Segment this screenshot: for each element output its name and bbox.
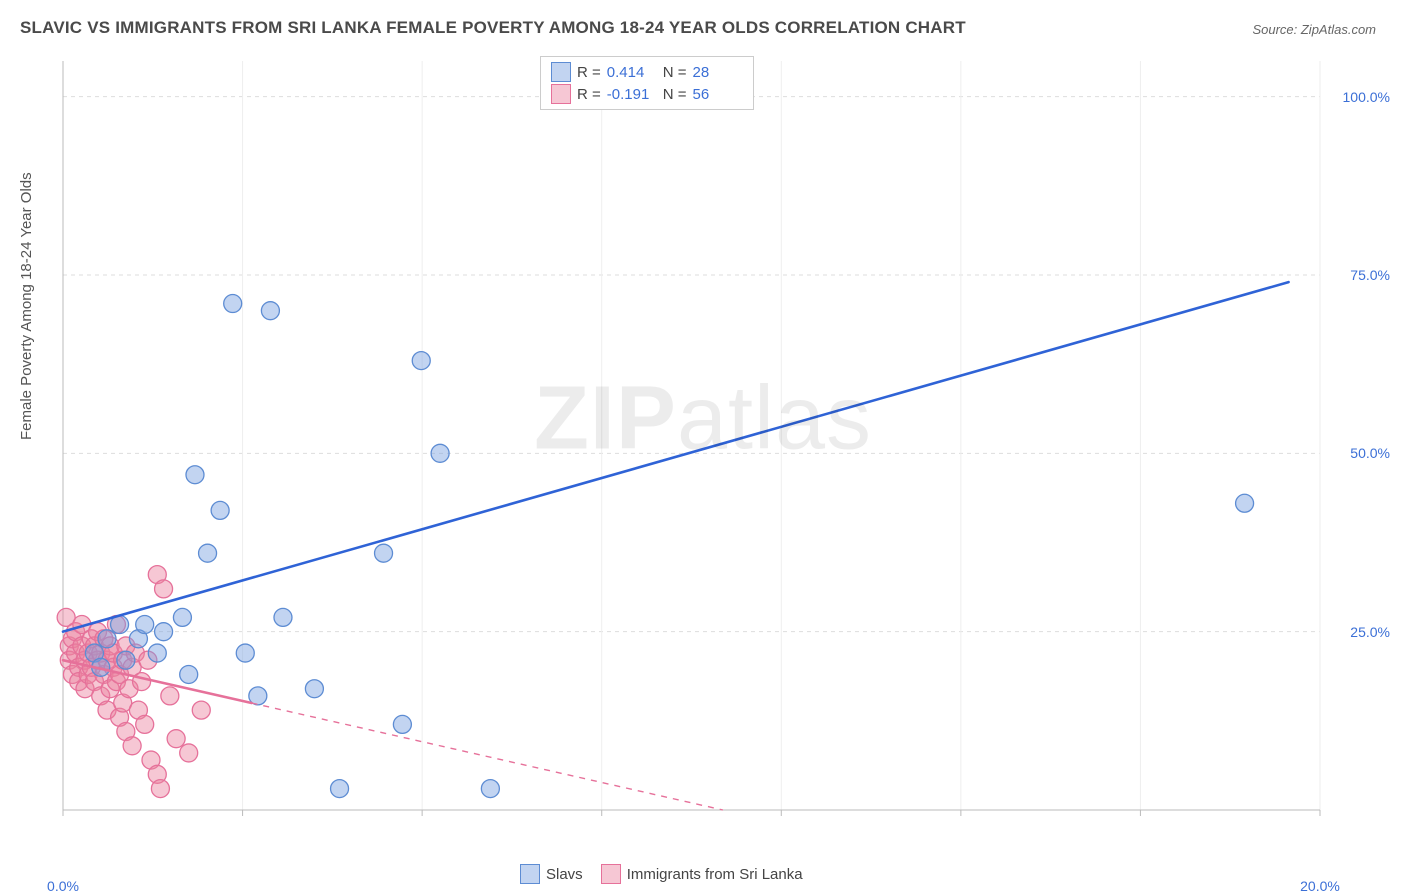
y-tick-label: 100.0%: [1343, 89, 1390, 105]
r-label: R =: [577, 64, 601, 81]
r-label: R =: [577, 86, 601, 103]
n-label: N =: [663, 64, 687, 81]
r-value-slavs: 0.414: [607, 64, 657, 81]
y-axis-label: Female Poverty Among 18-24 Year Olds: [18, 172, 35, 440]
legend-swatch-srilanka: [551, 84, 571, 104]
legend-label: Slavs: [546, 866, 583, 883]
r-value-srilanka: -0.191: [607, 86, 657, 103]
n-value-srilanka: 56: [693, 86, 743, 103]
legend-swatch-icon: [601, 864, 621, 884]
legend-label: Immigrants from Sri Lanka: [627, 866, 803, 883]
source-label: Source: ZipAtlas.com: [1252, 22, 1376, 37]
y-tick-label: 25.0%: [1350, 624, 1390, 640]
correlation-legend: R = 0.414 N = 28 R = -0.191 N = 56: [540, 56, 754, 110]
legend-swatch-slavs: [551, 62, 571, 82]
scatter-plot: [55, 55, 1380, 855]
legend-item-slavs: Slavs: [520, 864, 583, 884]
legend-row-srilanka: R = -0.191 N = 56: [551, 83, 743, 105]
legend-row-slavs: R = 0.414 N = 28: [551, 61, 743, 83]
y-tick-label: 50.0%: [1350, 445, 1390, 461]
legend-swatch-icon: [520, 864, 540, 884]
n-value-slavs: 28: [693, 64, 743, 81]
series-legend: Slavs Immigrants from Sri Lanka: [520, 864, 803, 884]
chart-title: SLAVIC VS IMMIGRANTS FROM SRI LANKA FEMA…: [20, 18, 966, 38]
legend-item-srilanka: Immigrants from Sri Lanka: [601, 864, 803, 884]
n-label: N =: [663, 86, 687, 103]
y-tick-label: 75.0%: [1350, 267, 1390, 283]
